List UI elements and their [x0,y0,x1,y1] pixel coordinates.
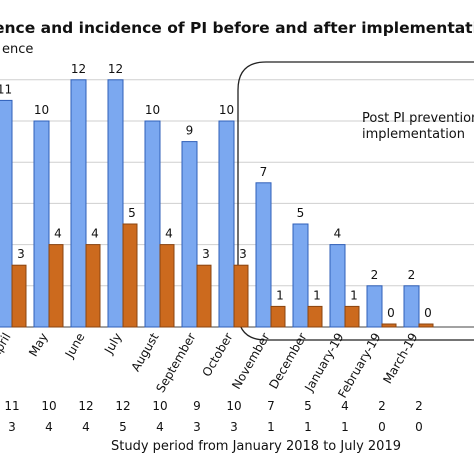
bar-series2 [11,264,27,328]
data-label-series2: 5 [128,206,136,220]
bar-series1 [70,79,87,328]
data-label-series2: 0 [424,306,432,320]
bar-series2 [85,244,101,328]
table-cell: 9 [193,399,201,413]
bars [0,79,434,328]
data-label-series1: 5 [297,206,305,220]
data-table: 11 10 12 12 10 9 10 7 5 4 2 23 4 4 5 4 3 3 1 1 1 0 0 [4,399,422,434]
table-cell: 4 [45,420,53,434]
data-label-series1: 10 [34,103,49,117]
table-cell: 10 [152,399,167,413]
x-axis-label: Study period from January 2018 to July 2… [111,439,401,454]
x-tick-label: June [62,331,88,362]
x-tick-label: April [0,331,14,362]
table-cell: 3 [8,420,16,434]
table-cell: 1 [304,420,312,434]
table-cell: 3 [230,420,238,434]
x-tick-label: May [26,331,51,359]
table-cell: 11 [4,399,19,413]
x-tick-label: October [199,330,235,379]
annotation-line: implementation [362,127,465,142]
y-axis-label: ence [2,42,33,57]
bar-series2 [270,305,286,328]
annotation-line: Post PI prevention [362,111,474,126]
bar-series1 [292,223,309,328]
data-label-series2: 3 [17,247,25,261]
data-label-series1: 12 [71,62,86,76]
bar-series2 [48,244,64,328]
bar-series1 [255,182,272,328]
x-tick-label: July [101,331,124,358]
data-label-series1: 9 [186,124,194,138]
data-label-series1: 2 [371,268,379,282]
data-label-series2: 1 [313,288,321,302]
data-label-series1: 10 [219,103,234,117]
bar-series1 [107,79,124,328]
data-label-series2: 0 [387,306,395,320]
data-label-series2: 3 [239,247,247,261]
table-cell: 1 [267,420,275,434]
table-cell: 2 [415,399,423,413]
table-cell: 12 [78,399,93,413]
post-implementation-box [237,61,474,341]
bar-series1 [0,99,13,328]
table-cell: 2 [378,399,386,413]
bar-series2 [159,244,175,328]
bar-series1 [329,244,346,328]
bar-series1 [403,285,420,328]
table-cell: 4 [82,420,90,434]
bar-series2 [196,264,212,328]
data-label-series1: 2 [408,268,416,282]
data-label-series2: 1 [276,288,284,302]
table-cell: 5 [119,420,127,434]
data-label-series2: 3 [202,247,210,261]
data-label-series2: 4 [54,227,62,241]
data-label-series1: 4 [334,227,342,241]
data-label-series1: 7 [260,165,268,179]
table-cell: 1 [341,420,349,434]
bar-series1 [366,285,383,328]
data-label-series1: 12 [108,62,123,76]
x-tick-label: September [153,330,198,394]
bar-series2 [344,305,360,328]
data-label-series1: 10 [145,103,160,117]
table-cell: 0 [378,420,386,434]
table-cell: 7 [267,399,275,413]
table-cell: 3 [193,420,201,434]
bar-series1 [181,141,198,328]
bar-series2 [418,323,434,328]
table-cell: 12 [115,399,130,413]
table-cell: 0 [415,420,423,434]
bar-series2 [381,323,397,328]
x-tick-label: March-19 [380,331,420,387]
bar-series1 [144,120,161,328]
table-cell: 10 [226,399,241,413]
table-cell: 4 [156,420,164,434]
data-label-series2: 1 [350,288,358,302]
chart-title: ence and incidence of PI before and afte… [0,19,474,37]
bar-series2 [233,264,249,328]
table-cell: 4 [341,399,349,413]
bar-series1 [218,120,235,328]
x-tick-label: November [229,330,272,391]
table-cell: 10 [41,399,56,413]
bar-series2 [122,223,138,328]
x-tick-label: August [128,330,161,374]
data-label-series1: 11 [0,82,12,96]
data-label-series2: 4 [91,227,99,241]
bar-series2 [307,305,323,328]
table-cell: 5 [304,399,312,413]
bar-series1 [33,120,50,328]
data-label-series2: 4 [165,227,173,241]
